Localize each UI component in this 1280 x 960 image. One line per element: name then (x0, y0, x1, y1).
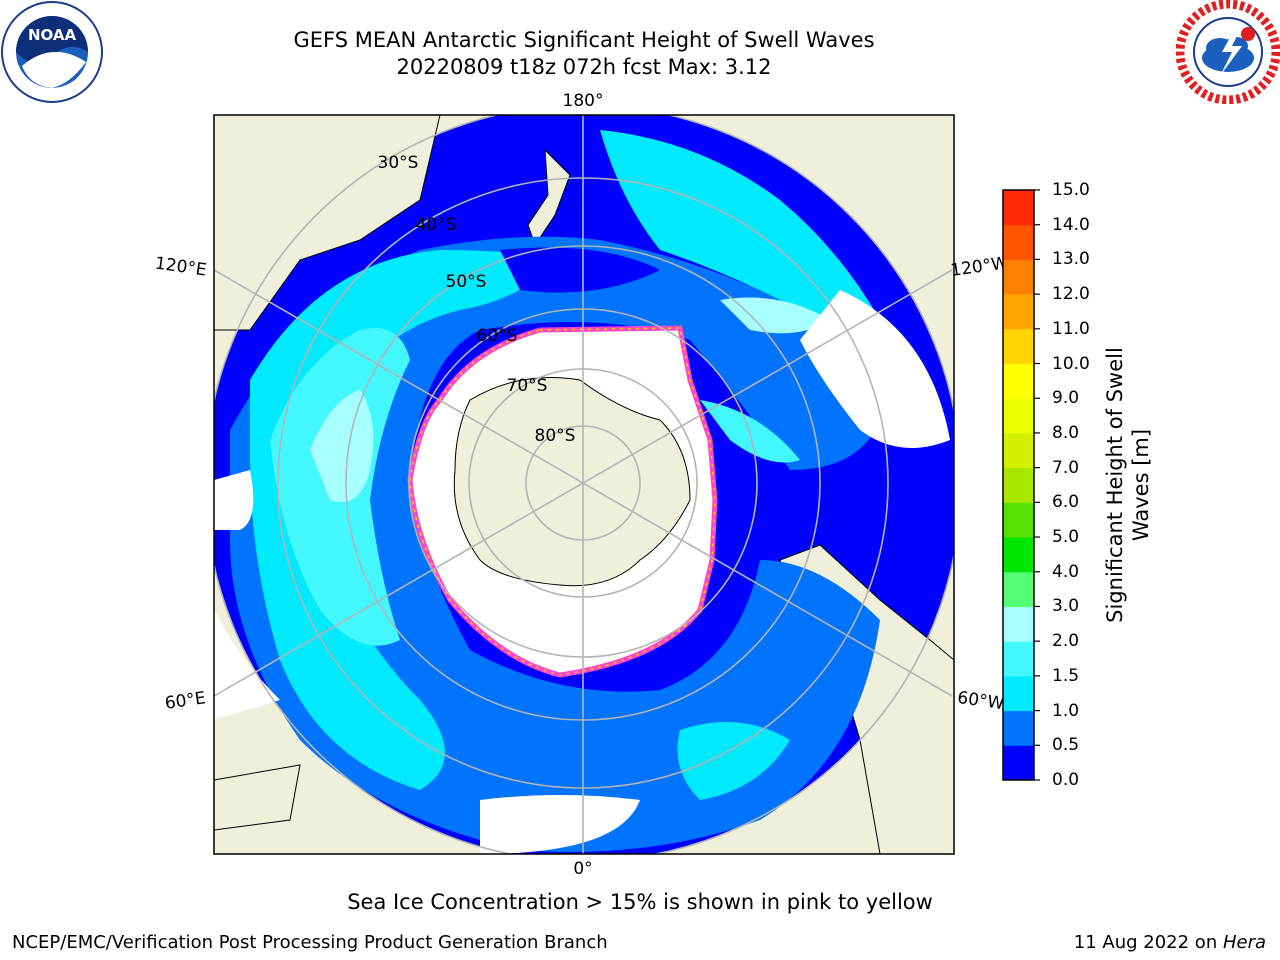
colorbar-segment (1003, 190, 1034, 226)
lon-label-120e: 120°E (154, 254, 208, 281)
colorbar-segment (1003, 467, 1034, 503)
colorbar-segment (1003, 363, 1034, 399)
swell-1-1p5m-region (677, 722, 790, 800)
footer-machine: Hera (1222, 932, 1266, 953)
colorbar-tick-label: 2.0 (1052, 631, 1080, 652)
colorbar-segment (1003, 259, 1034, 295)
colorbar-tick-label: 15.0 (1052, 180, 1090, 200)
swell-1p5-2m-region (700, 400, 800, 463)
colorbar-tick-label: 6.0 (1052, 492, 1080, 513)
colorbar-tick-label: 7.0 (1052, 457, 1080, 478)
colorbar-segment (1003, 675, 1034, 712)
sea-ice-mask (214, 470, 254, 530)
colorbar-tick-label: 8.0 (1052, 422, 1080, 443)
chart-subtitle: 20220809 t18z 072h fcst Max: 3.12 (396, 55, 772, 79)
lat-label-70s: 70°S (507, 376, 548, 396)
colorbar-segment (1003, 502, 1034, 538)
colorbar-segment (1003, 641, 1034, 677)
footer-date: 11 Aug 2022 on Hera (1073, 932, 1266, 953)
colorbar-tick-label: 10.0 (1052, 353, 1090, 374)
colorbar-tick-label: 4.0 (1052, 561, 1080, 582)
lon-label-0: 0° (573, 859, 592, 879)
lat-label-30s: 30°S (378, 153, 419, 173)
nws-logo (1176, 0, 1280, 104)
colorbar-segment (1003, 710, 1034, 746)
footer-credit: NCEP/EMC/Verification Post Processing Pr… (12, 932, 608, 953)
sea-ice-mask (800, 290, 950, 448)
swell-2-3m-region (720, 297, 830, 334)
swell-1-1p5m-region (600, 130, 880, 323)
colorbar-segment (1003, 294, 1034, 330)
sea-ice-mask (480, 795, 640, 854)
colorbar-tick-label: 11.0 (1052, 318, 1090, 339)
graticule (214, 115, 954, 854)
africa-land (214, 764, 301, 831)
colorbar-tick-label: 13.0 (1052, 249, 1090, 270)
swell-2-3m-region (310, 390, 374, 502)
colorbar-segment (1003, 571, 1034, 607)
colorbar-segment (1003, 432, 1034, 469)
colorbar-tick-label: 12.0 (1052, 284, 1090, 305)
colorbar-tick-label: 1.5 (1052, 665, 1080, 686)
colorbar-tick-label: 0.5 (1052, 735, 1080, 756)
colorbar-tick-label: 5.0 (1052, 527, 1080, 548)
lat-label-60s: 60°S (477, 326, 518, 346)
swell-0-0p5m-region (500, 247, 660, 293)
colorbar-segment (1003, 606, 1034, 642)
colorbar-frame (1002, 189, 1035, 781)
map-frame (213, 114, 955, 855)
colorbar-segment (1003, 224, 1034, 260)
sea-ice-caption: Sea Ice Concentration > 15% is shown in … (347, 890, 933, 914)
colorbar-tick-label: 0.0 (1052, 770, 1080, 790)
colorbar-segment (1003, 328, 1034, 365)
lat-label-40s: 40°S (416, 215, 457, 235)
colorbar-tick-label: 14.0 (1052, 214, 1090, 235)
colorbar-segment (1003, 745, 1034, 781)
lon-label-120w: 120°W (949, 253, 1009, 281)
lon-label-60w: 60°W (956, 688, 1005, 714)
lat-label-50s: 50°S (446, 272, 487, 292)
noaa-logo: NOAA (1, 1, 103, 103)
colorbar-tick-label: 3.0 (1052, 596, 1080, 617)
sea-ice-mask (214, 610, 280, 720)
lon-label-60e: 60°E (164, 688, 207, 713)
lon-label-180: 180° (563, 91, 604, 111)
lat-label-80s: 80°S (535, 426, 576, 446)
noaa-logo-text: NOAA (28, 26, 77, 44)
australia-land (214, 115, 441, 331)
colorbar-tick-label: 1.0 (1052, 700, 1080, 721)
antarctica-land (453, 377, 691, 587)
colorbar-segment (1003, 398, 1034, 434)
colorbar-tick-label: 9.0 (1052, 388, 1080, 409)
chart-title: GEFS MEAN Antarctic Significant Height o… (293, 28, 875, 52)
colorbar (1003, 189, 1040, 781)
colorbar-title: Significant Height of Swell Waves [m] (1103, 347, 1153, 623)
colorbar-segment (1003, 537, 1034, 573)
